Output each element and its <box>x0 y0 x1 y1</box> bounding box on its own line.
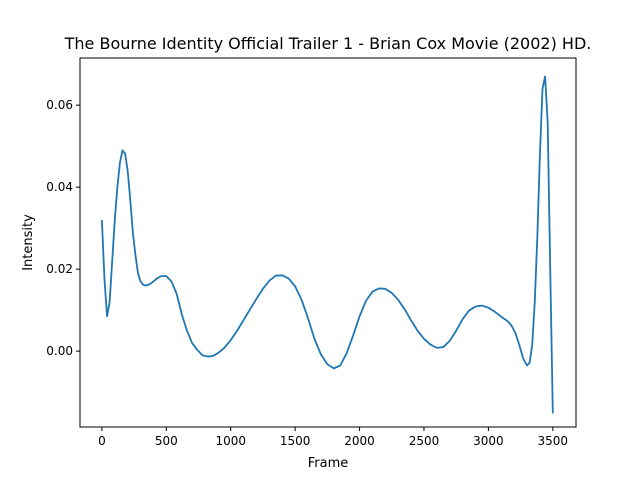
x-axis-label: Frame <box>308 456 349 471</box>
x-tick-label: 3000 <box>473 434 504 448</box>
plot-area <box>79 57 577 428</box>
series-line <box>101 75 554 414</box>
x-tick-label: 0 <box>98 434 106 448</box>
y-tick-label: 0.02 <box>46 262 73 276</box>
y-tick-label: 0.06 <box>46 98 73 112</box>
y-axis-label: Intensity <box>21 214 36 271</box>
x-axis: 0 500 1000 1500 2000 2500 3000 3500 <box>98 427 568 448</box>
series-layer <box>101 75 554 414</box>
y-tick-label: 0.00 <box>46 344 73 358</box>
x-tick-label: 1500 <box>280 434 311 448</box>
y-axis: 0.00 0.02 0.04 0.06 <box>46 98 80 358</box>
x-tick-label: 3500 <box>538 434 569 448</box>
y-tick-label: 0.04 <box>46 180 73 194</box>
x-tick-label: 2000 <box>344 434 375 448</box>
x-tick-label: 500 <box>155 434 178 448</box>
chart-title: The Bourne Identity Official Trailer 1 -… <box>64 34 592 53</box>
x-tick-label: 2500 <box>409 434 440 448</box>
x-tick-label: 1000 <box>215 434 246 448</box>
